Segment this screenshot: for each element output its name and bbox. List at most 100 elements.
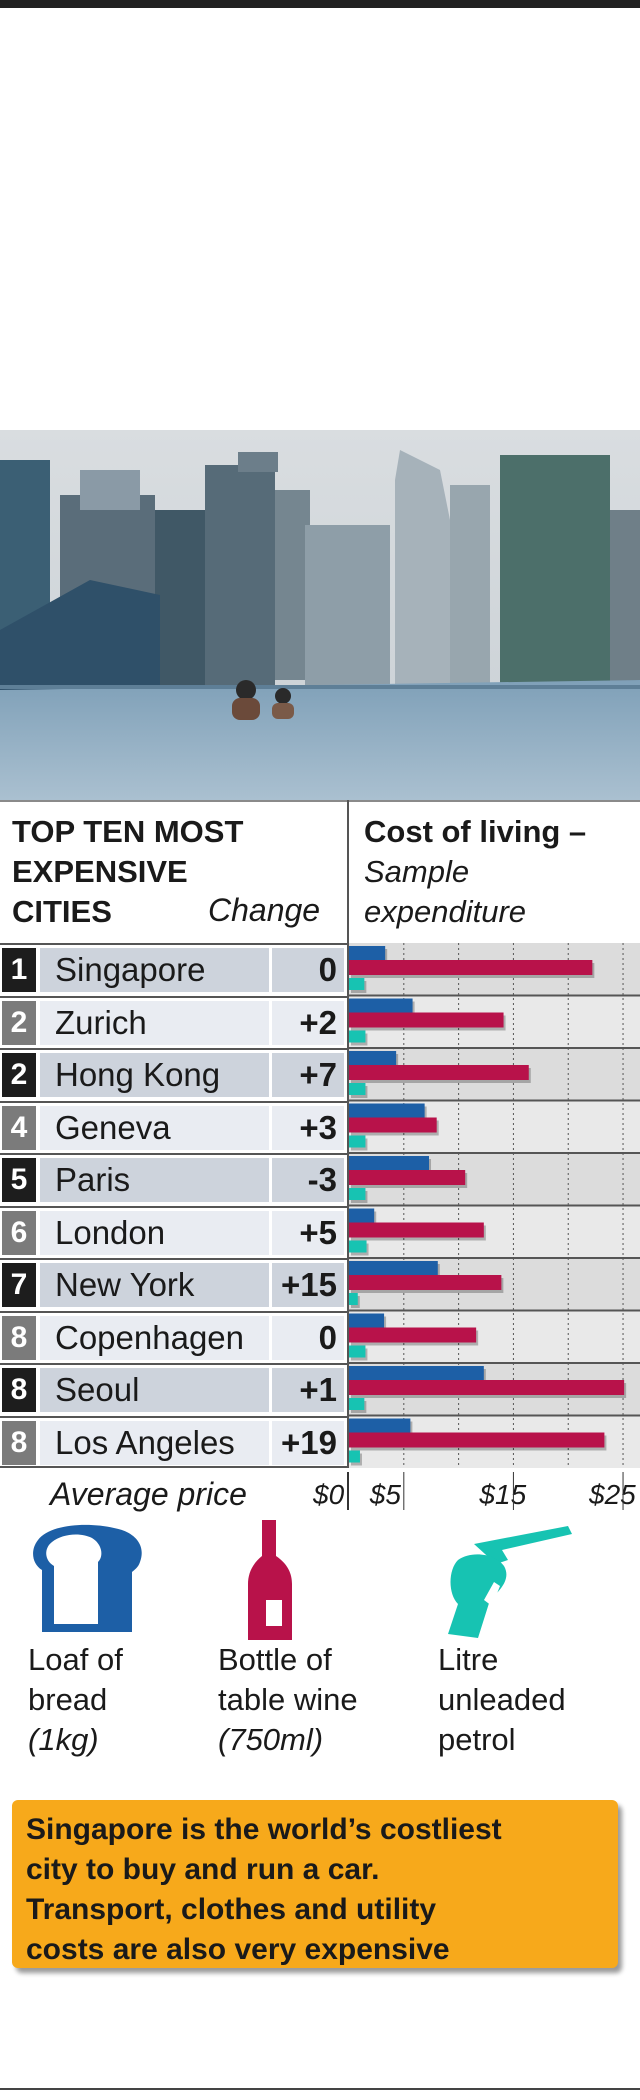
bar-bread [349, 1418, 411, 1433]
rank-badge: 4 [2, 1105, 36, 1150]
column-divider [347, 1365, 349, 1416]
table-row: 2 Zurich +2 [0, 995, 640, 1048]
rank-change: +7 [272, 1053, 344, 1097]
city-ranking-table: 1 Singapore 0 2 Zurich +2 2 Hong Kong +7 4 Geneva +… [0, 943, 640, 1468]
city-name: Paris [40, 1158, 269, 1202]
legend-wine-line-1: Bottle of [218, 1642, 332, 1677]
table-title: TOP TEN MOST EXPENSIVE CITIES [12, 812, 342, 932]
change-column-header: Change [208, 892, 321, 928]
column-divider [347, 1102, 349, 1153]
bar-bread [349, 1313, 385, 1328]
bar-petrol [349, 1345, 366, 1358]
table-row: 6 London +5 [0, 1205, 640, 1258]
table-title-line-2: EXPENSIVE [12, 854, 188, 889]
legend-bread-line-3: (1kg) [28, 1722, 99, 1757]
table-title-line-3: CITIES [12, 894, 112, 929]
legend-petrol-line-3: petrol [438, 1722, 516, 1757]
bar-petrol [349, 1240, 367, 1253]
rank-badge: 7 [2, 1263, 36, 1307]
bar-bread [349, 1051, 397, 1065]
callout-line-2: city to buy and run a car. [26, 1853, 380, 1886]
bar-wine [349, 1222, 484, 1238]
rank-change: +15 [272, 1263, 344, 1307]
bar-petrol [349, 1083, 366, 1095]
section-divider [0, 800, 640, 802]
bar-bread [349, 1261, 438, 1275]
column-divider [347, 1050, 349, 1101]
column-divider [347, 1260, 349, 1311]
rank-change: 0 [272, 1315, 344, 1360]
bar-wine [349, 1432, 605, 1448]
bar-bread [349, 1208, 375, 1223]
city-name: Zurich [40, 1000, 269, 1045]
bar-petrol [349, 1450, 360, 1463]
bar-bread [349, 1103, 425, 1118]
bar-bread [349, 1156, 430, 1170]
rank-badge: 6 [2, 1210, 36, 1255]
bar-petrol [349, 1188, 366, 1200]
rank-change: +1 [272, 1368, 344, 1412]
column-divider [347, 800, 349, 943]
x-axis-label: Average price [50, 1476, 247, 1512]
city-name: London [40, 1210, 269, 1255]
table-row: 7 New York +15 [0, 1258, 640, 1311]
rank-change: 0 [272, 948, 344, 992]
bar-wine [349, 1170, 466, 1185]
x-tick-label: $5 [369, 1479, 402, 1510]
chart-subtitle-line-1: Sample [364, 854, 470, 889]
rank-badge: 8 [2, 1420, 36, 1465]
city-name: Copenhagen [40, 1315, 269, 1360]
column-divider [347, 1155, 349, 1206]
column-divider [347, 997, 349, 1048]
bar-petrol [349, 1135, 366, 1148]
legend-bread: Loaf of bread (1kg) [28, 1520, 228, 1760]
city-name: Los Angeles [40, 1420, 269, 1465]
table-row: 2 Hong Kong +7 [0, 1048, 640, 1101]
bar-wine [349, 1065, 529, 1080]
column-divider [347, 1417, 349, 1466]
column-divider [347, 1207, 349, 1258]
callout-line-1: Singapore is the world’s costliest [26, 1813, 502, 1846]
rank-change: +5 [272, 1210, 344, 1255]
column-divider [347, 945, 349, 996]
bar-wine [349, 960, 593, 975]
bar-bread [349, 998, 413, 1013]
rank-badge: 2 [2, 1000, 36, 1045]
table-row: 1 Singapore 0 [0, 943, 640, 996]
top-border [0, 0, 640, 8]
city-name: Hong Kong [40, 1053, 269, 1097]
rank-badge: 5 [2, 1158, 36, 1202]
table-row: 4 Geneva +3 [0, 1100, 640, 1153]
bar-wine [349, 1327, 477, 1343]
bar-bread [349, 1366, 484, 1380]
bottom-border [0, 2088, 640, 2090]
table-row: 8 Copenhagen 0 [0, 1310, 640, 1363]
rank-change: -3 [272, 1158, 344, 1202]
rank-badge: 1 [2, 948, 36, 992]
table-row: 8 Seoul +1 [0, 1363, 640, 1416]
city-name: New York [40, 1263, 269, 1307]
legend-wine-line-3: (750ml) [218, 1722, 324, 1757]
singapore-skyline-photo [0, 430, 640, 800]
bar-petrol [349, 1030, 366, 1043]
rank-badge: 8 [2, 1368, 36, 1412]
wine-bottle-icon [248, 1520, 292, 1640]
bar-wine [349, 1012, 504, 1028]
city-name: Geneva [40, 1105, 269, 1150]
x-tick-label: $25 [588, 1479, 636, 1510]
rank-change: +19 [272, 1420, 344, 1465]
legend-petrol: Litre unleaded petrol [438, 1520, 638, 1760]
cost-bar-chart [349, 943, 640, 1468]
rank-badge: 2 [2, 1053, 36, 1097]
bar-petrol [349, 1293, 358, 1305]
legend-wine: Bottle of table wine (750ml) [218, 1520, 418, 1760]
callout-line-3: Transport, clothes and utility [26, 1893, 437, 1926]
legend-wine-line-2: table wine [218, 1682, 358, 1717]
legend-petrol-line-1: Litre [438, 1642, 499, 1677]
city-name: Seoul [40, 1368, 269, 1412]
chart-subtitle-line-2: expenditure [364, 894, 527, 929]
x-tick-label: $0 [312, 1479, 345, 1510]
table-row: 5 Paris -3 [0, 1153, 640, 1206]
bar-wine [349, 1117, 437, 1133]
bar-wine [349, 1275, 502, 1290]
